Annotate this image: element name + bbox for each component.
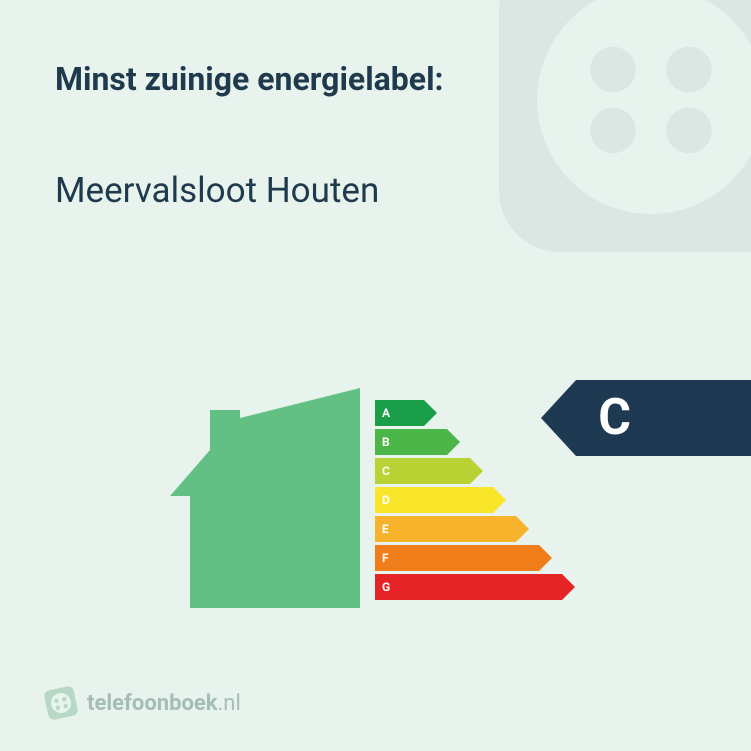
footer-brand: telefoonboek.nl [45,687,241,719]
energy-bar-label: E [382,516,389,542]
house-icon [170,388,360,608]
energy-bar-label: C [382,458,390,484]
footer-text: telefoonboek.nl [87,691,241,716]
footer-brand-light: .nl [218,691,241,716]
rating-letter: C [598,380,631,456]
watermark-icon [461,0,751,290]
energy-bar-label: G [382,574,390,600]
energy-bar-shape [375,458,483,484]
energy-bar-label: D [382,487,390,513]
energy-bar-label: F [382,545,389,571]
page-subtitle: Meervalsloot Houten [55,170,379,211]
energy-bar-shape [375,574,575,600]
energy-bar-label: B [382,429,390,455]
energy-bar-label: A [382,400,390,426]
energy-bar-shape [375,487,506,513]
energy-label-graphic: ABCDEFG C [170,370,751,630]
footer-logo-icon [42,684,80,722]
energy-bar-shape [375,545,552,571]
footer-brand-bold: telefoonboek [87,691,218,716]
page-title: Minst zuinige energielabel: [55,60,444,98]
rating-pointer [541,380,751,456]
energy-bar-shape [375,516,529,542]
